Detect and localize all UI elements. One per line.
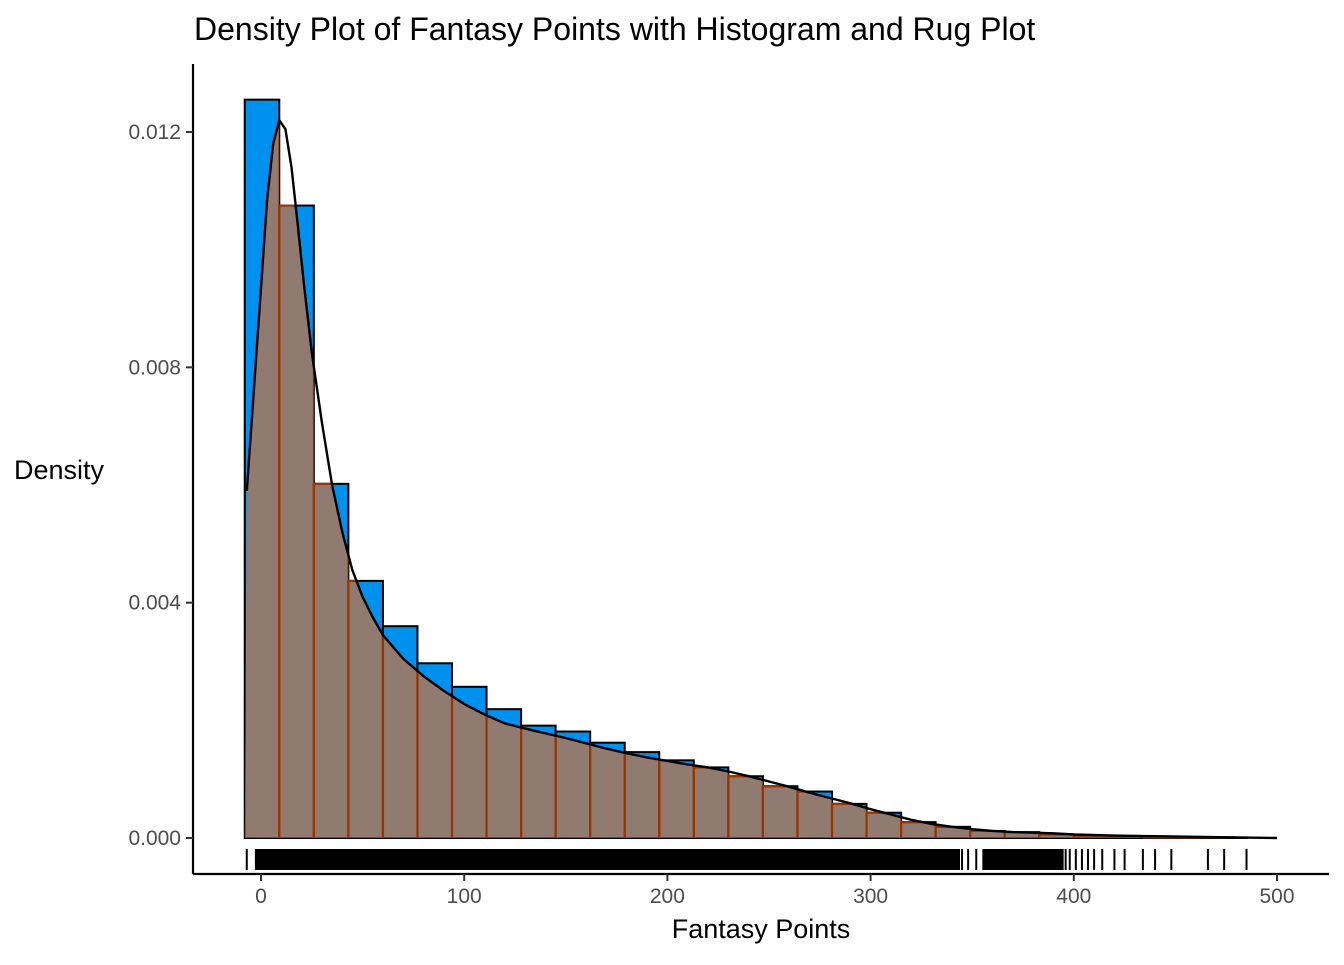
x-tick-label: 100	[447, 885, 482, 908]
x-tick-label: 0	[255, 885, 267, 908]
density-area	[244, 120, 1277, 838]
x-tick-label: 400	[1056, 885, 1091, 908]
y-axis-title: Density	[14, 455, 105, 485]
axis-ticks: 0 100 200 300 400 500 0.000 0.004 0.008 0.012	[128, 121, 1294, 908]
y-tick-label: 0.004	[128, 592, 181, 615]
y-tick-label: 0.008	[128, 356, 181, 379]
x-tick-label: 300	[853, 885, 888, 908]
y-tick-label: 0.012	[128, 121, 181, 144]
axes	[191, 64, 1329, 876]
x-tick-label: 200	[650, 885, 685, 908]
plot-area	[243, 98, 1278, 870]
rug-dense-band	[254, 849, 961, 870]
chart-title: Density Plot of Fantasy Points with Hist…	[194, 11, 1035, 47]
y-tick-label: 0.000	[128, 827, 181, 850]
x-tick-label: 500	[1259, 885, 1294, 908]
density-curve-line	[245, 117, 1278, 840]
x-axis-title: Fantasy Points	[672, 914, 851, 944]
